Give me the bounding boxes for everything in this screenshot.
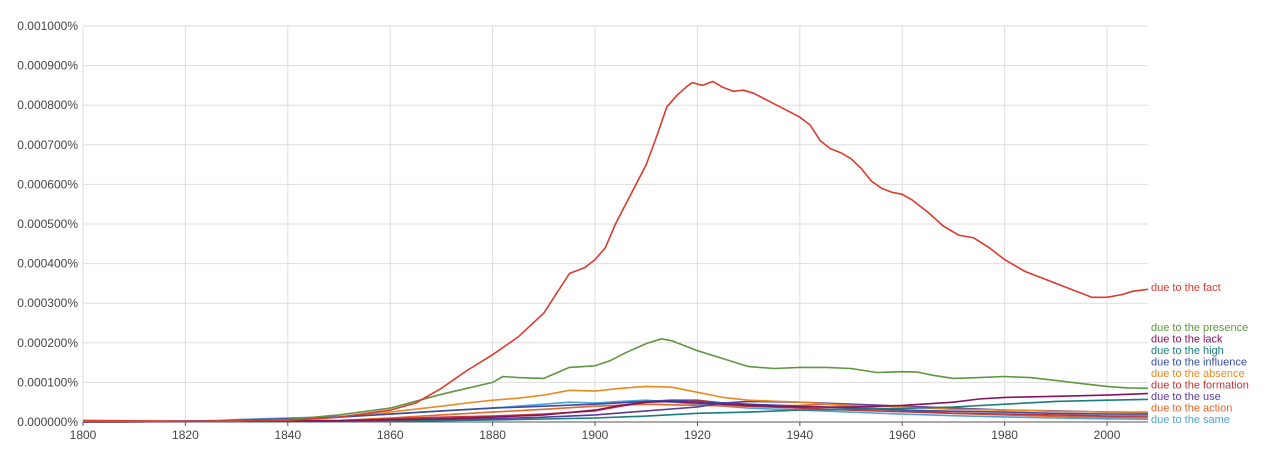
y-tick-label: 0.001000%: [17, 19, 78, 33]
legend-label-due-to-the-influence[interactable]: due to the influence: [1151, 357, 1247, 369]
series-line-due-to-the-absence[interactable]: [82, 385, 1148, 423]
y-tick-label: 0.000000%: [17, 415, 78, 429]
series-line-due-to-the-influence[interactable]: [82, 399, 1148, 423]
series-line-due-to-the-lack[interactable]: [82, 392, 1149, 423]
x-tick-label: 1860: [377, 428, 404, 442]
y-tick-label: 0.000300%: [17, 296, 78, 310]
series-line-due-to-the-high[interactable]: [82, 398, 1149, 423]
y-tick-label: 0.000800%: [17, 98, 78, 112]
y-tick-label: 0.000100%: [17, 375, 78, 389]
legend-label-due-to-the-same[interactable]: due to the same: [1151, 414, 1230, 426]
series-line-due-to-the-presence[interactable]: [82, 338, 1149, 423]
x-tick-label: 2000: [1094, 428, 1121, 442]
x-tick-label: 1820: [172, 428, 199, 442]
y-tick-label: 0.000900%: [17, 59, 78, 73]
series-lines: [82, 80, 1149, 423]
series-line-due-to-the-formation[interactable]: [82, 399, 1148, 423]
x-tick-label: 1840: [274, 428, 301, 442]
x-tick-label: 1880: [479, 428, 506, 442]
y-tick-label: 0.000600%: [17, 177, 78, 191]
y-tick-label: 0.000500%: [17, 217, 78, 231]
x-tick-label: 1800: [70, 428, 97, 442]
y-tick-label: 0.000700%: [17, 138, 78, 152]
y-tick-label: 0.000200%: [17, 336, 78, 350]
legend-label-due-to-the-action[interactable]: due to the action: [1151, 403, 1232, 415]
legend-label-due-to-the-absence[interactable]: due to the absence: [1151, 368, 1245, 380]
x-tick-label: 1960: [889, 428, 916, 442]
legend-label-due-to-the-presence[interactable]: due to the presence: [1151, 322, 1248, 334]
axes: 0.000000% 0.000100% 0.000200% 0.000300% 0.00…: [17, 19, 1148, 442]
legend-label-due-to-the-use[interactable]: due to the use: [1151, 391, 1221, 403]
x-tick-label: 1920: [684, 428, 711, 442]
legend-label-due-to-the-formation[interactable]: due to the formation: [1151, 380, 1249, 392]
legend-label-due-to-the-fact[interactable]: due to the fact: [1151, 282, 1221, 294]
legend-label-due-to-the-high[interactable]: due to the high: [1151, 345, 1224, 357]
y-tick-label: 0.000400%: [17, 257, 78, 271]
legend-label-due-to-the-lack[interactable]: due to the lack: [1151, 334, 1223, 346]
series-line-due-to-the-fact[interactable]: [82, 80, 1149, 422]
x-tick-label: 1900: [582, 428, 609, 442]
x-tick-label: 1980: [991, 428, 1018, 442]
x-tick-label: 1940: [786, 428, 813, 442]
